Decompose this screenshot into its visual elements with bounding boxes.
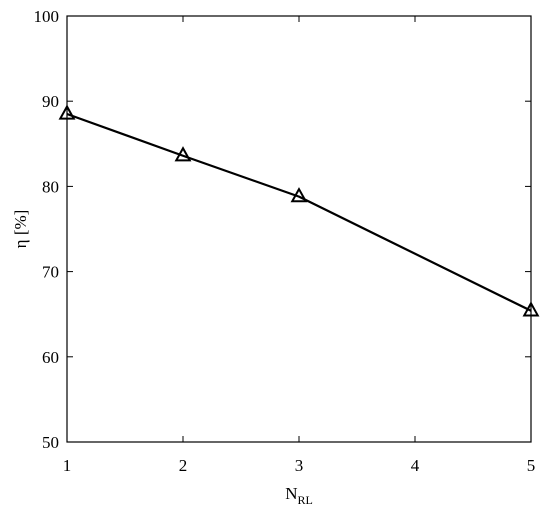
series-line bbox=[66, 112, 532, 312]
x-tick-label: 3 bbox=[295, 456, 304, 475]
x-tick-label: 4 bbox=[411, 456, 420, 475]
x-tick-label: 2 bbox=[179, 456, 188, 475]
data-point-triangle bbox=[174, 146, 192, 162]
y-tick-labels: 50 60 70 80 90 100 bbox=[34, 7, 60, 452]
y-tick-label: 70 bbox=[42, 263, 59, 282]
x-axis-title: NRL bbox=[285, 484, 313, 507]
x-axis-title-subscript: RL bbox=[297, 493, 312, 507]
x-tick-labels: 1 2 3 4 5 bbox=[63, 456, 536, 475]
y-tick-label: 60 bbox=[42, 348, 59, 367]
data-point-triangle bbox=[290, 187, 308, 203]
x-tick-label: 5 bbox=[527, 456, 536, 475]
plot-frame bbox=[66, 15, 532, 443]
y-tick-label: 100 bbox=[34, 7, 60, 26]
y-tick-label: 90 bbox=[42, 92, 59, 111]
x-tick-label: 1 bbox=[63, 456, 72, 475]
y-tick-label: 50 bbox=[42, 433, 59, 452]
x-axis-title-base: N bbox=[285, 484, 297, 503]
ticks-layer bbox=[66, 15, 532, 443]
series-layer bbox=[58, 104, 540, 317]
y-tick-label: 80 bbox=[42, 177, 59, 196]
y-axis-title: η [%] bbox=[11, 210, 30, 249]
